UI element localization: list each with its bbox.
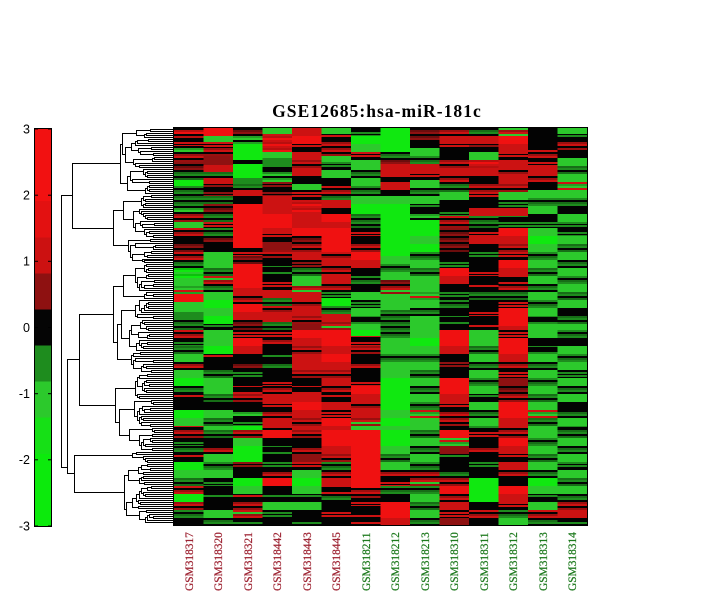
svg-text:GSM318312: GSM318312 xyxy=(508,532,520,591)
svg-text:GSM318314: GSM318314 xyxy=(567,532,579,591)
svg-text:GSM318213: GSM318213 xyxy=(420,532,432,591)
svg-text:GSM318212: GSM318212 xyxy=(390,532,402,591)
svg-text:1: 1 xyxy=(23,255,30,269)
svg-text:GSM318311: GSM318311 xyxy=(479,532,491,591)
svg-text:-1: -1 xyxy=(19,387,30,401)
svg-text:GSM318321: GSM318321 xyxy=(243,532,255,591)
svg-text:-2: -2 xyxy=(19,453,30,467)
svg-text:GSM318443: GSM318443 xyxy=(302,532,314,591)
svg-text:-3: -3 xyxy=(19,519,30,533)
svg-text:GSM318442: GSM318442 xyxy=(272,532,284,591)
svg-text:GSM318310: GSM318310 xyxy=(449,532,461,591)
svg-text:2: 2 xyxy=(23,188,30,202)
svg-text:3: 3 xyxy=(23,122,30,136)
svg-text:GSM318313: GSM318313 xyxy=(538,532,550,591)
svg-text:GSM318317: GSM318317 xyxy=(184,532,196,591)
svg-text:GSM318211: GSM318211 xyxy=(361,532,373,591)
svg-text:0: 0 xyxy=(23,321,30,335)
svg-text:GSM318320: GSM318320 xyxy=(213,532,225,591)
svg-text:GSM318445: GSM318445 xyxy=(331,532,343,591)
